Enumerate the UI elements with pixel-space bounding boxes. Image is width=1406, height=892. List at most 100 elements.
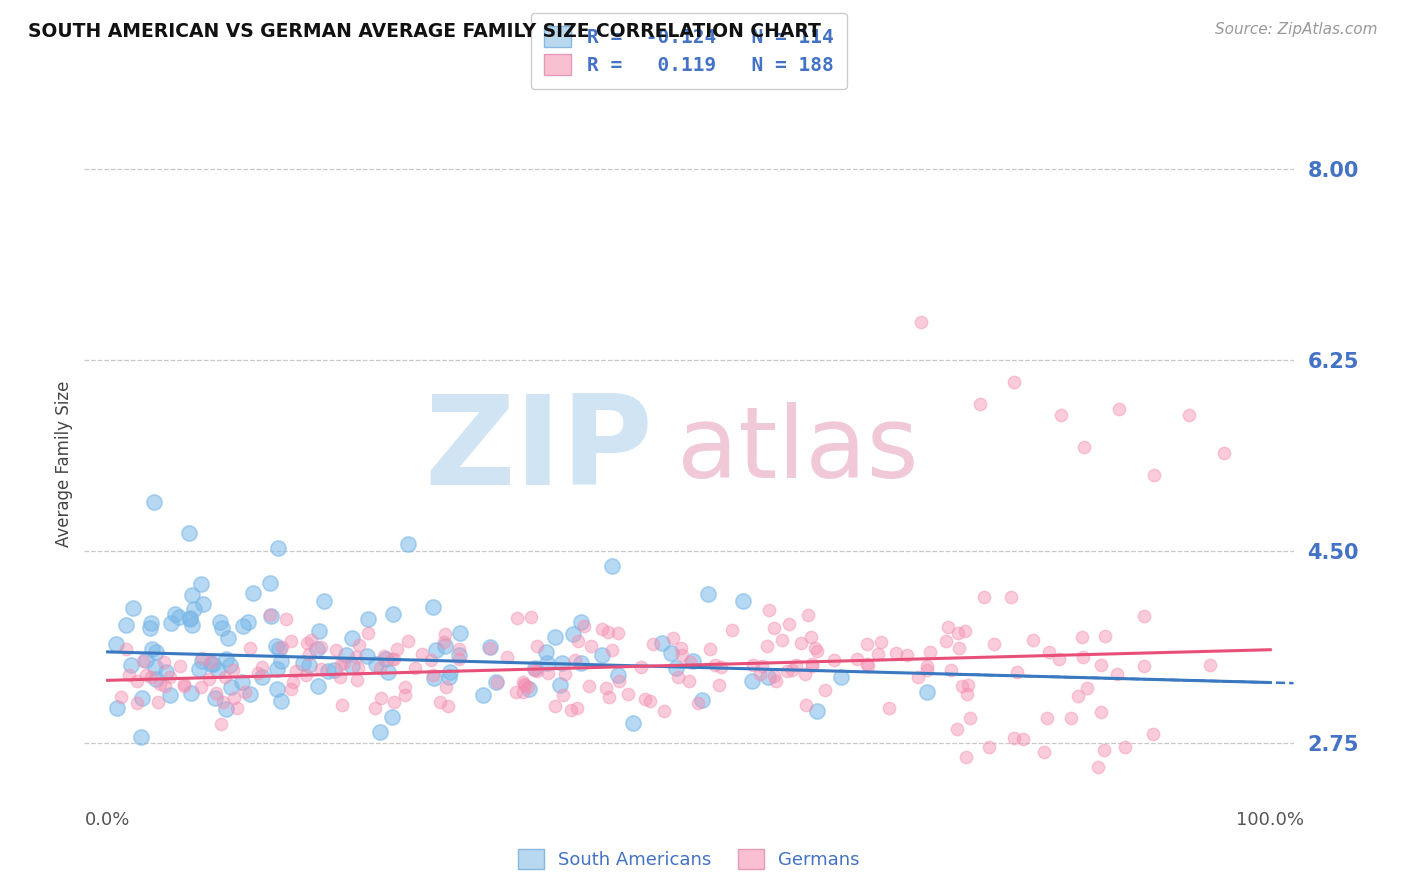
Point [1036,710,1059,724]
Point [285,664,308,678]
Point [200,657,222,671]
Point [377,665,399,680]
Point [804,641,827,656]
Point [110,690,132,705]
Point [607,626,630,640]
Point [641,637,664,651]
Point [205,686,228,700]
Point [478,640,501,654]
Point [211,622,233,636]
Point [370,690,392,705]
Point [830,670,852,684]
Point [800,630,823,644]
Point [215,702,238,716]
Point [595,681,617,695]
Point [537,666,560,681]
Point [374,652,396,666]
Point [765,674,787,689]
Point [1038,645,1060,659]
Point [344,649,367,664]
Point [246,665,269,680]
Point [790,636,813,650]
Point [314,594,336,608]
Point [1059,711,1081,725]
Point [132,654,155,668]
Point [472,688,495,702]
Point [266,662,288,676]
Point [1199,657,1222,672]
Point [778,616,800,631]
Point [506,611,529,625]
Point [449,625,471,640]
Point [678,673,700,688]
Point [382,695,405,709]
Point [209,716,232,731]
Point [1092,742,1115,756]
Point [219,658,242,673]
Point [609,673,631,688]
Point [433,635,456,649]
Point [553,688,575,702]
Point [396,537,419,551]
Point [877,701,900,715]
Point [155,665,177,679]
Point [316,664,339,678]
Point [679,655,702,669]
Point [449,648,471,662]
Point [270,654,292,668]
Point [977,739,1000,754]
Text: SOUTH AMERICAN VS GERMAN AVERAGE FAMILY SIZE CORRELATION CHART: SOUTH AMERICAN VS GERMAN AVERAGE FAMILY … [28,22,821,41]
Point [420,653,443,667]
Point [884,646,907,660]
Point [1067,689,1090,703]
Text: ZIP: ZIP [425,390,652,511]
Point [763,621,786,635]
Point [357,612,380,626]
Point [198,672,221,686]
Point [915,663,938,677]
Point [382,652,405,666]
Point [215,652,238,666]
Point [526,664,548,678]
Point [447,641,470,656]
Point [512,684,534,698]
Point [118,668,141,682]
Point [201,657,224,671]
Point [179,611,201,625]
Point [129,730,152,744]
Point [309,662,332,676]
Point [301,633,323,648]
Point [329,670,352,684]
Point [239,641,262,656]
Point [394,680,416,694]
Point [710,660,733,674]
Point [145,672,167,686]
Point [517,682,540,697]
Point [579,639,602,653]
Point [297,635,319,649]
Legend: South Americans, Germans: South Americans, Germans [506,837,872,882]
Point [394,688,416,702]
Point [941,663,963,677]
Point [1105,667,1128,681]
Point [250,669,273,683]
Point [138,621,160,635]
Point [347,661,370,675]
Point [232,619,254,633]
Point [896,648,918,663]
Point [782,663,804,677]
Point [915,685,938,699]
Point [437,698,460,713]
Point [845,652,868,666]
Point [946,625,969,640]
Point [1076,681,1098,696]
Point [1133,608,1156,623]
Point [682,654,704,668]
Point [209,615,232,630]
Point [259,607,281,622]
Point [1114,739,1136,754]
Point [226,701,249,715]
Point [1090,705,1112,719]
Point [1143,467,1166,482]
Point [224,690,246,705]
